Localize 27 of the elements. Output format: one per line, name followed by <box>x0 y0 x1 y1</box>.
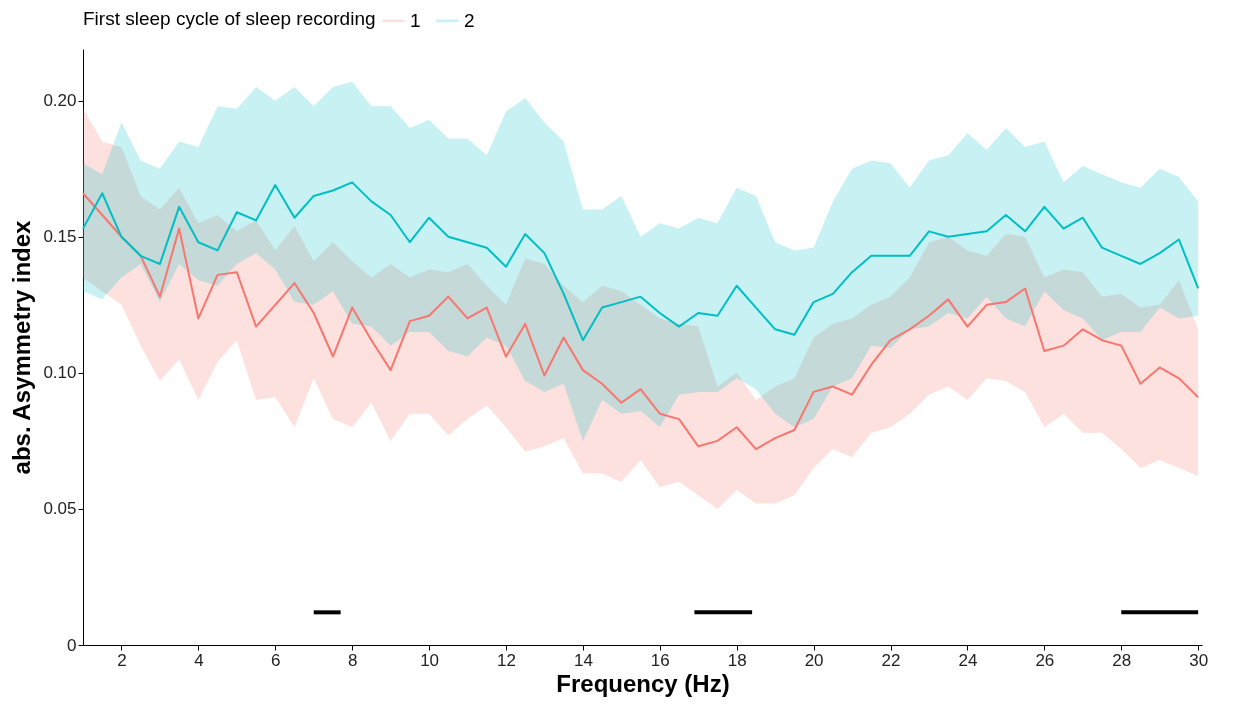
x-tick-label: 28 <box>1112 650 1132 670</box>
y-tick-label: 0.05 <box>43 499 77 519</box>
x-tick-label: 12 <box>497 650 516 670</box>
x-tick-label: 8 <box>347 650 358 670</box>
y-tick-label: 0.10 <box>43 363 77 383</box>
x-tick-label: 22 <box>881 650 901 670</box>
x-tick-label: 4 <box>194 650 204 670</box>
x-tick-label: 14 <box>573 650 593 670</box>
y-tick-label: 0 <box>67 635 77 655</box>
x-tick-label: 26 <box>1035 650 1055 670</box>
line-series <box>82 192 1200 451</box>
x-axis-title: Frequency (Hz) <box>556 669 730 697</box>
legend-label: 2 <box>464 9 475 31</box>
x-tick-label: 24 <box>958 650 978 670</box>
x-tick-label: 10 <box>420 650 440 670</box>
legend-label: 1 <box>410 9 421 31</box>
legend-title: First sleep cycle of sleep recording <box>83 8 376 29</box>
line-series <box>82 181 1200 342</box>
y-tick-label: 0.15 <box>43 227 77 247</box>
x-tick-label: 20 <box>804 650 824 670</box>
x-tick-label: 2 <box>117 650 127 670</box>
y-axis-title: abs. Asymmetry index <box>8 219 36 475</box>
x-tick-label: 6 <box>271 650 281 670</box>
x-tick-label: 18 <box>727 650 747 670</box>
x-tick-label: 16 <box>650 650 670 670</box>
y-tick-label: 0.20 <box>43 91 77 111</box>
x-tick-label: 30 <box>1189 650 1209 670</box>
